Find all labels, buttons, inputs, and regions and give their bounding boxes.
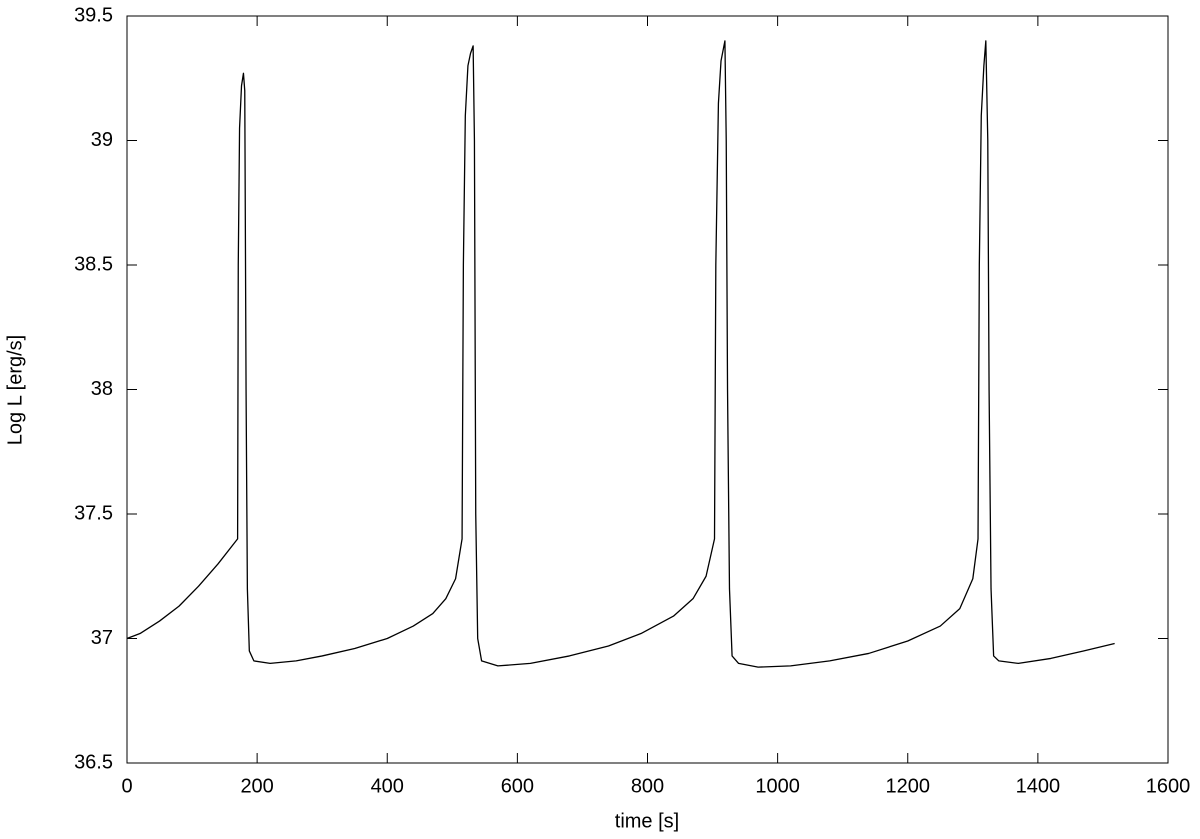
y-tick-label: 39	[91, 129, 113, 151]
x-tick-label: 0	[121, 775, 132, 797]
y-tick-label: 37.5	[74, 502, 113, 524]
x-tick-label: 1200	[886, 775, 931, 797]
x-tick-label: 800	[631, 775, 664, 797]
x-tick-label: 1000	[755, 775, 800, 797]
y-axis-label: Log L [erg/s]	[4, 335, 26, 445]
x-tick-label: 200	[240, 775, 273, 797]
line	[126, 40, 1115, 668]
x-tick-label: 1600	[1146, 775, 1191, 797]
x-tick-label: 400	[371, 775, 404, 797]
plot-frame	[126, 15, 1169, 764]
x-tick-label: 600	[501, 775, 534, 797]
y-tick-label: 37	[91, 627, 113, 649]
y-tick-label: 38	[91, 378, 113, 400]
x-tick-label: 1400	[1016, 775, 1061, 797]
x-axis-label: time [s]	[615, 810, 679, 832]
y-tick-label: 36.5	[74, 751, 113, 773]
y-tick-label: 38.5	[74, 253, 113, 275]
y-tick-label: 39.5	[74, 4, 113, 26]
